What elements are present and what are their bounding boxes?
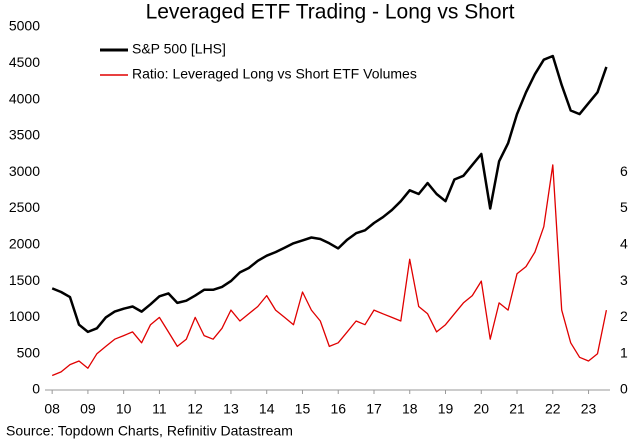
x-tick-label: 17 <box>366 401 382 417</box>
x-tick-label: 22 <box>545 401 561 417</box>
y2-tick-label: 4 <box>620 236 628 252</box>
y-tick-label: 2000 <box>9 236 40 252</box>
x-tick-label: 08 <box>44 401 60 417</box>
x-tick-label: 15 <box>295 401 311 417</box>
source-note: Source: Topdown Charts, Refinitiv Datast… <box>6 423 293 439</box>
y-tick-label: 2500 <box>9 199 40 215</box>
y-tick-label: 1000 <box>9 308 40 324</box>
x-tick-label: 13 <box>223 401 239 417</box>
x-tick-label: 23 <box>581 401 597 417</box>
legend-label: Ratio: Leveraged Long vs Short ETF Volum… <box>132 66 417 82</box>
x-tick-label: 18 <box>402 401 418 417</box>
x-tick-label: 11 <box>152 401 167 417</box>
y2-tick-label: 0 <box>620 381 628 397</box>
y-tick-label: 4000 <box>9 90 40 106</box>
y2-tick-label: 6 <box>620 163 628 179</box>
legend-label: S&P 500 [LHS] <box>132 41 226 57</box>
x-tick-label: 14 <box>259 401 275 417</box>
y-tick-label: 4500 <box>9 54 40 70</box>
y2-tick-label: 1 <box>620 344 628 360</box>
x-tick-label: 19 <box>438 401 454 417</box>
y-tick-label: 3500 <box>9 127 40 143</box>
x-tick-label: 12 <box>187 401 203 417</box>
chart-title: Leveraged ETF Trading - Long vs Short <box>146 1 515 24</box>
y2-tick-label: 5 <box>620 199 628 215</box>
y-tick-label: 1500 <box>9 272 40 288</box>
series-line <box>51 54 608 334</box>
series-line <box>51 164 608 377</box>
y-tick-label: 0 <box>32 381 40 397</box>
y2-tick-label: 3 <box>620 272 628 288</box>
y2-tick-label: 2 <box>620 308 628 324</box>
x-tick-label: 20 <box>473 401 489 417</box>
x-tick-label: 09 <box>80 401 96 417</box>
y-tick-label: 3000 <box>9 163 40 179</box>
x-tick-label: 21 <box>509 401 525 417</box>
x-tick-label: 16 <box>330 401 346 417</box>
x-tick-label: 10 <box>116 401 132 417</box>
y-tick-label: 5000 <box>9 18 40 34</box>
y-tick-label: 500 <box>17 344 41 360</box>
